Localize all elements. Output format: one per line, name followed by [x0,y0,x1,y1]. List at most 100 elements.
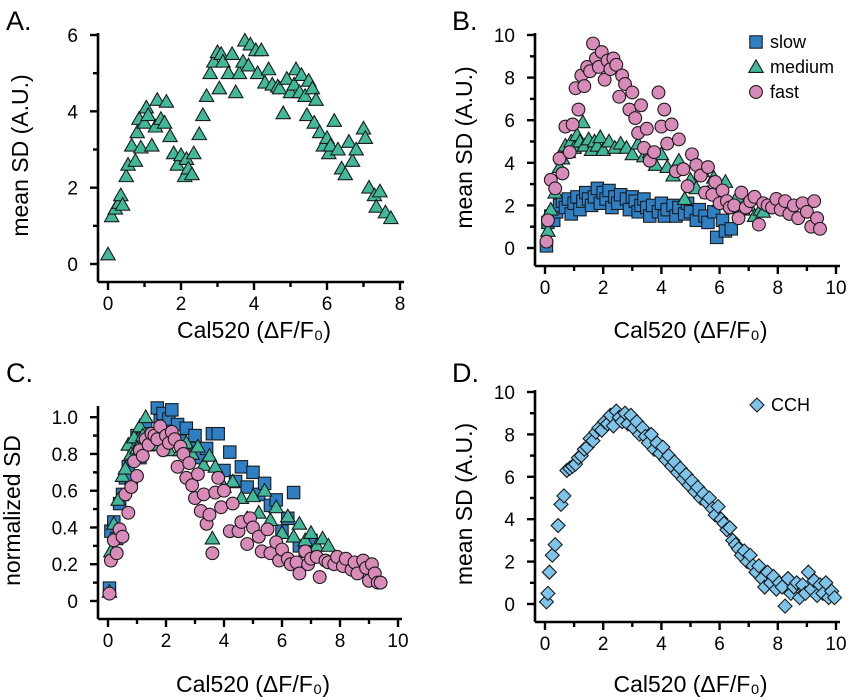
data-point [701,160,715,175]
data-point [223,445,237,459]
data-point [217,483,231,498]
data-point [293,66,310,82]
data-point [292,566,307,581]
panel-d: D. 0 2 4 6 8 10 0 2 4 6 8 10 Cal520 (ΔF/F₀) mean SD (A… [451,358,847,697]
data-point [204,530,221,545]
data-point [799,204,814,219]
panel-letter: D. [452,358,479,388]
data-point [161,127,179,143]
data-point [382,209,400,225]
data-point [211,470,226,485]
data-point [326,112,343,127]
data-point [813,221,827,236]
data-point [371,183,389,198]
x-axis-label: Cal520 (ΔF/F₀) [176,671,330,697]
y-tick-label: 0.4 [52,518,79,539]
data-point [651,85,666,100]
data-point [231,64,248,80]
data-point [676,162,691,177]
data-point [121,505,136,520]
data-point [99,246,117,261]
data-point [130,469,144,483]
data-point [360,179,378,194]
data-point [612,89,627,104]
x-tick-label: 2 [598,634,609,655]
data-point [724,222,738,236]
panel-letter: B. [452,6,478,36]
data-point [548,181,563,196]
y-tick-label: 6 [504,468,515,489]
data-point [344,152,361,167]
data-point [340,133,358,148]
legend-marker [749,85,763,99]
data-point [320,537,337,552]
data-point [357,129,374,144]
y-axis-label: mean SD (A.U.) [7,74,33,236]
data-point [194,106,212,122]
data-point [624,145,641,161]
data-point [286,485,301,500]
legend-label: CCH [771,395,810,415]
x-tick-label: 2 [598,278,609,299]
data-point [117,460,134,475]
x-tick-label: 10 [825,634,846,655]
x-tick-label: 4 [219,631,230,652]
data-point [211,80,228,95]
data-point [240,480,254,494]
x-tick-label: 4 [656,634,667,655]
y-axis-label: mean SD (A.U.) [451,66,477,228]
data-point [214,53,232,68]
data-point [710,498,726,515]
data-point [240,537,255,551]
y-tick-label: 1.0 [52,408,78,429]
y-tick-label: 8 [504,69,515,90]
data-point [227,83,244,99]
panel-letter: C. [6,358,33,388]
y-tick-label: 4 [504,154,515,175]
x-tick-label: 8 [773,634,784,655]
x-tick-label: 2 [161,631,172,652]
y-tick-label: 0 [67,592,78,613]
data-point [244,487,262,503]
data-point [595,141,612,156]
legend-label: slow [770,32,807,52]
legend: slow medium fast [747,32,834,102]
y-tick-label: 0 [504,595,515,616]
data-point [189,438,207,453]
x-tick-label: 8 [335,631,346,652]
data-point [727,198,742,213]
series-cch [538,403,843,614]
data-point [639,121,654,136]
data-point [671,132,686,147]
data-point [202,64,219,80]
data-point [597,72,612,87]
data-point [540,213,555,228]
data-point [555,166,570,181]
data-point [660,136,675,151]
data-point [592,128,609,144]
data-point [634,98,648,113]
x-tick-label: 4 [656,278,667,299]
data-point [158,93,175,108]
data-point [223,45,241,61]
x-tick-label: 2 [176,294,187,315]
data-point [135,448,150,463]
data-point [722,519,738,536]
data-point [807,194,822,209]
data-point [298,106,316,122]
data-point [571,102,586,117]
x-axis-label: Cal520 (ΔF/F₀) [614,671,768,697]
y-tick-label: 2 [504,553,515,574]
data-point [657,102,672,117]
y-tick-label: 0.8 [52,445,78,466]
data-point [115,529,130,544]
legend-marker [749,35,763,49]
data-point [348,141,365,156]
data-point [734,185,749,200]
data-point [114,196,131,211]
y-tick-label: 0.2 [52,555,78,576]
data-point [368,198,385,213]
data-point [170,459,185,474]
